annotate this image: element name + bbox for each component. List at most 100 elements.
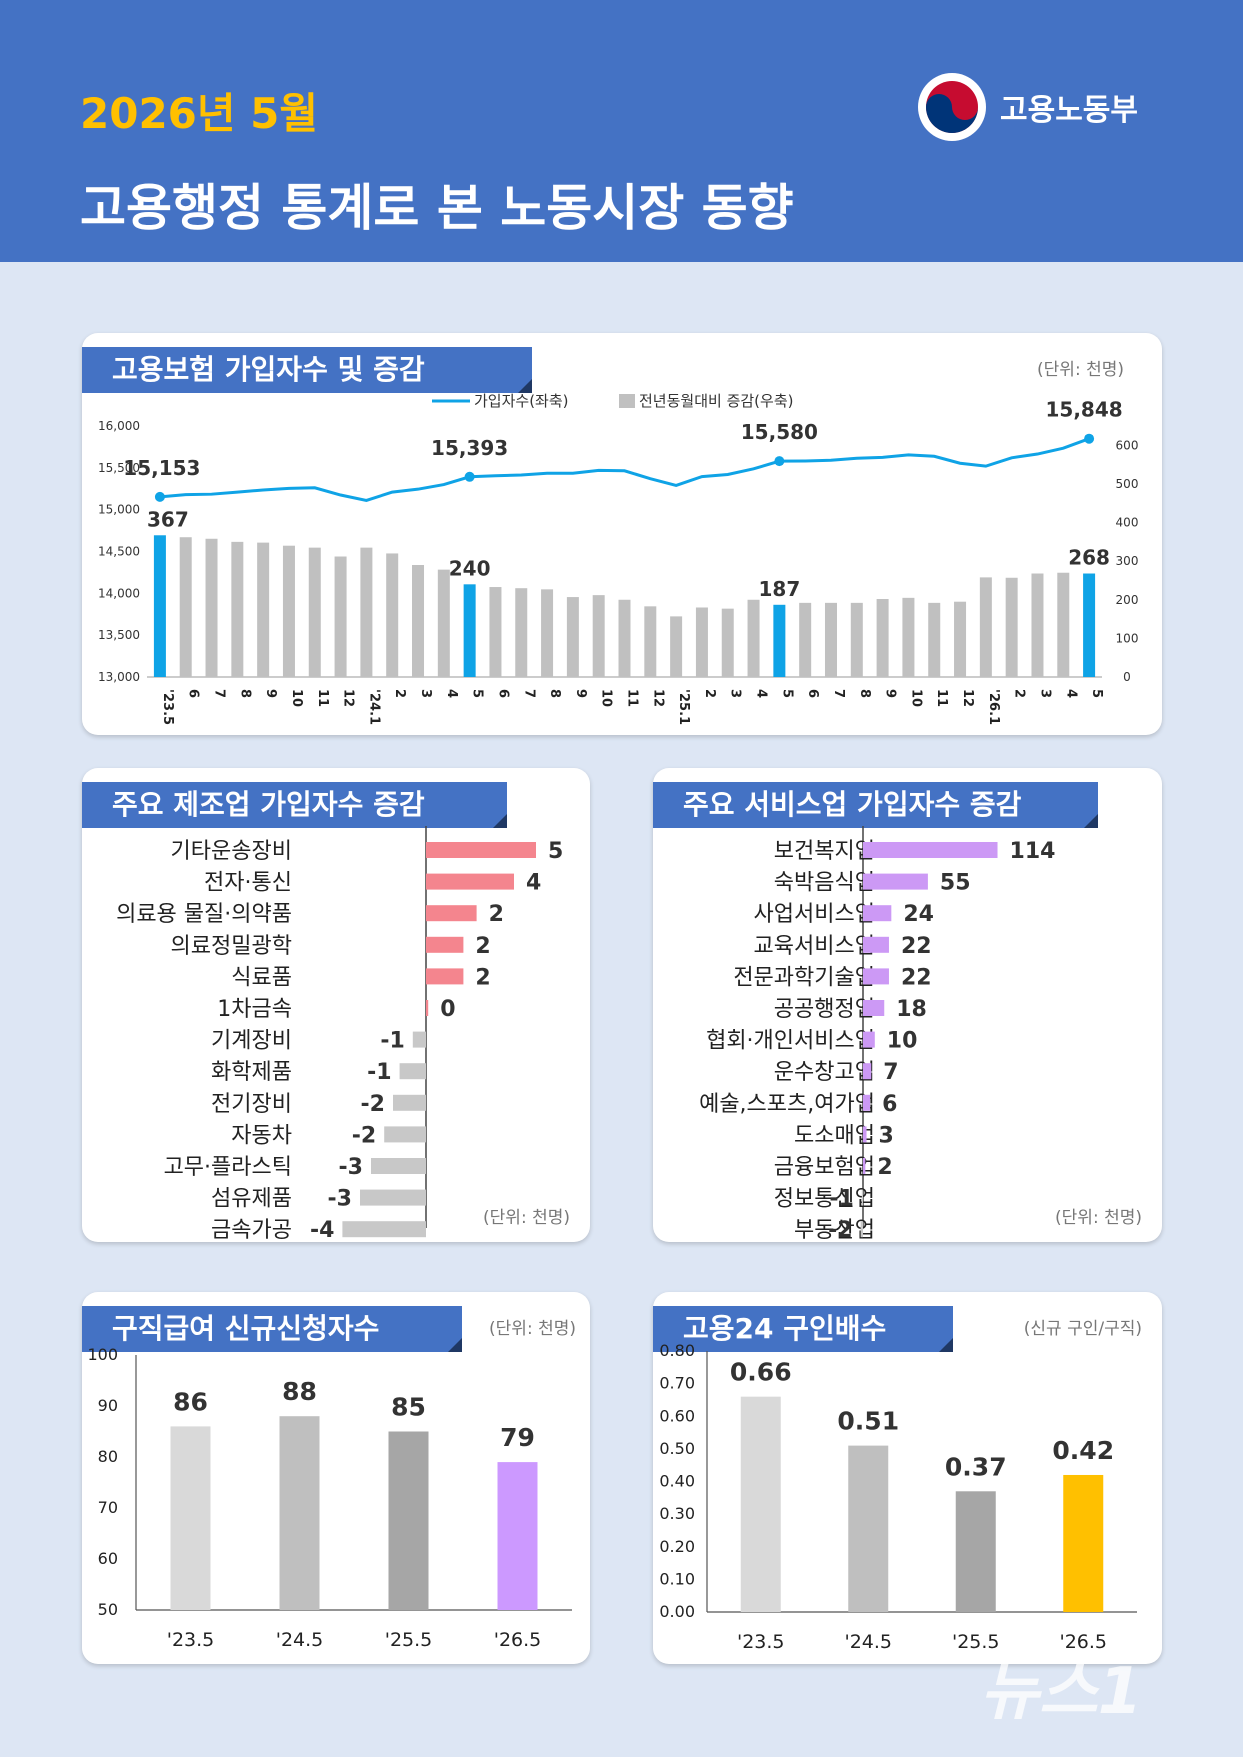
manufacturing-title: 주요 제조업 가입자수 증감 — [82, 782, 507, 828]
value-label: 7 — [883, 1060, 898, 1085]
category-label: 기계장비 — [211, 1029, 292, 1054]
y-right-tick-label: 400 — [1116, 516, 1139, 530]
category-label: 전문과학기술업 — [733, 965, 875, 990]
value-label: -4 — [310, 1218, 334, 1242]
x-tick-label: '24.5 — [844, 1631, 892, 1653]
bar-value-label: 79 — [500, 1423, 535, 1452]
category-label: 1차금속 — [217, 997, 292, 1022]
category-label: 사업서비스업 — [754, 902, 875, 927]
value-label: 2 — [475, 965, 490, 990]
x-tick-label: 4 — [444, 689, 459, 698]
increase-bar — [863, 1063, 872, 1080]
x-tick-label: 9 — [573, 689, 588, 698]
y-tick-label: 0.10 — [659, 1569, 695, 1588]
increase-bar — [863, 842, 998, 858]
insurance-bar — [928, 602, 941, 677]
value-label: 2 — [475, 934, 490, 959]
category-label: 도소매업 — [794, 1123, 875, 1148]
value-label: -1 — [367, 1060, 391, 1085]
category-label: 금속가공 — [211, 1218, 292, 1242]
x-tick-label: '25.5 — [385, 1629, 433, 1651]
insurance-bar — [386, 553, 399, 677]
increase-bar — [863, 873, 928, 890]
increase-bar — [863, 968, 889, 985]
value-label: -3 — [339, 1155, 363, 1180]
y-tick-label: 0.70 — [659, 1374, 695, 1393]
y-right-tick-label: 300 — [1116, 554, 1139, 568]
y-right-tick-label: 600 — [1116, 438, 1139, 452]
x-tick-label: '25.5 — [952, 1631, 1000, 1653]
x-tick-label: 10 — [599, 689, 614, 707]
value-label: 4 — [526, 871, 541, 896]
category-label: 예술,스포츠,여가업 — [699, 1092, 875, 1117]
category-label: 협회·개인서비스업 — [706, 1029, 875, 1054]
decrease-bar — [861, 1189, 863, 1206]
services-title: 주요 서비스업 가입자수 증감 — [653, 782, 1098, 828]
x-tick-label: 8 — [857, 689, 872, 698]
y-left-tick-label: 15,500 — [98, 461, 140, 475]
increase-bar — [426, 936, 464, 953]
x-tick-label: '23.5 — [160, 689, 175, 725]
insurance-bar — [618, 599, 631, 677]
x-tick-label: 5 — [779, 689, 794, 698]
category-label: 보건복지업 — [774, 839, 875, 864]
year-bar — [170, 1426, 211, 1610]
insurance-bar — [721, 608, 734, 677]
decrease-bar — [412, 1031, 426, 1048]
page-title: 고용행정 통계로 본 노동시장 동향 — [80, 179, 794, 237]
manufacturing-chart: 기타운송장비 5 전자·통신 4 의료용 물질·의약품 2 의료정밀광학 2 식료품 2 1차금속 0… — [116, 826, 563, 1242]
x-tick-label: 4 — [754, 689, 769, 698]
insurance-bar — [747, 599, 760, 677]
value-label: 24 — [903, 902, 934, 927]
increase-bar — [863, 1126, 867, 1143]
x-tick-label: 10 — [289, 689, 304, 707]
bar-value-label: 85 — [391, 1393, 426, 1422]
increase-bar — [426, 873, 514, 890]
y-right-tick-label: 0 — [1123, 670, 1131, 684]
y-tick-label: 100 — [87, 1345, 118, 1364]
x-tick-label: 5 — [470, 689, 485, 698]
decrease-bar — [384, 1126, 426, 1143]
claims-unit: (단위: 천명) — [489, 1319, 576, 1339]
category-label: 의료정밀광학 — [171, 934, 292, 959]
value-label: -1 — [380, 1029, 404, 1054]
x-tick-label: 2 — [392, 689, 407, 698]
news1-watermark: 뉴스1 — [980, 1655, 1143, 1729]
decrease-bar — [360, 1189, 426, 1206]
insurance-bar — [799, 602, 812, 677]
insurance-bar — [566, 597, 579, 677]
point-value-label: 15,153 — [123, 456, 200, 480]
insurance-bar — [876, 598, 889, 677]
decrease-bar — [371, 1158, 426, 1174]
y-right-tick-label: 100 — [1116, 631, 1139, 645]
bar-value-label: 187 — [758, 577, 800, 601]
y-right-tick-label: 200 — [1116, 593, 1139, 607]
x-tick-label: 12 — [650, 689, 665, 707]
y-tick-label: 0.50 — [659, 1439, 695, 1458]
y-tick-label: 0.40 — [659, 1472, 695, 1491]
x-tick-label: '26.1 — [986, 689, 1001, 725]
manufacturing-title-text: 주요 제조업 가입자수 증감 — [112, 788, 425, 821]
x-tick-label: 10 — [908, 689, 923, 707]
x-tick-label: 11 — [625, 689, 640, 707]
x-tick-label: 3 — [418, 689, 433, 698]
insurance-bar — [257, 542, 270, 677]
value-label: 22 — [901, 965, 932, 990]
point-value-label: 15,393 — [431, 436, 508, 460]
y-left-tick-label: 13,000 — [98, 670, 140, 684]
bar-value-label: 86 — [173, 1387, 208, 1416]
x-tick-label: '24.5 — [276, 1629, 324, 1651]
decrease-bar — [399, 1063, 426, 1080]
services-title-text: 주요 서비스업 가입자수 증감 — [683, 788, 1022, 821]
point-value-label: 15,848 — [1046, 398, 1123, 422]
subscriber-line — [159, 437, 1090, 503]
x-tick-label: 3 — [728, 689, 743, 698]
value-label: 2 — [489, 902, 504, 927]
insurance-bar — [489, 587, 502, 677]
category-label: 고무·플라스틱 — [164, 1155, 292, 1180]
value-label: 6 — [882, 1092, 897, 1117]
value-label: 114 — [1010, 839, 1056, 864]
y-left-tick-label: 14,000 — [98, 586, 140, 600]
increase-bar — [863, 1158, 866, 1174]
